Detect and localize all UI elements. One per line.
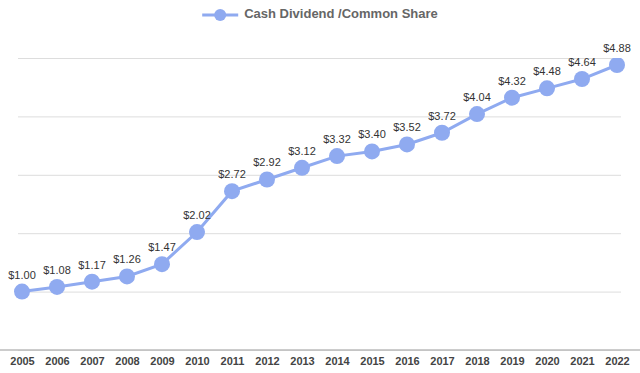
data-label: $1.00 [8,269,36,281]
x-tick-label: 2007 [80,355,104,367]
marker [189,224,205,240]
y-tick [18,292,621,293]
marker [119,268,135,284]
data-label: $1.08 [43,264,71,276]
marker [14,284,30,300]
data-label: $4.04 [463,91,491,103]
marker [224,183,240,199]
x-tick: 2008 [115,355,139,367]
marker [399,136,415,152]
x-tick: 2005 [10,355,34,367]
data-labels: $1.00 $1.08 $1.17 $1.26 $1.47 $2.02 $2.72 $2.92… [8,42,631,281]
legend: Cash Dividend /Common Share [202,6,438,21]
y-tick [18,58,621,59]
x-tick: 2014 [325,355,350,367]
y-tick [18,175,621,176]
marker [574,71,590,87]
x-tick: 2017 [430,355,454,367]
x-tick-label: 2011 [221,355,245,367]
legend-marker [214,9,226,21]
x-tick-label: 2021 [570,355,594,367]
grid-line [18,58,621,59]
x-tick: 2010 [185,355,209,367]
x-tick-label: 2014 [325,355,350,367]
marker [294,160,310,176]
x-tick: 2019 [500,355,524,367]
data-label: $4.64 [568,56,596,68]
marker [434,125,450,141]
x-tick: 2020 [535,355,559,367]
x-tick: 2009 [150,355,174,367]
marker [504,90,520,106]
grid-line [18,292,621,293]
x-tick: 2007 [80,355,104,367]
marker [84,274,100,290]
data-label: $2.92 [253,156,281,168]
x-tick-label: 2005 [10,355,34,367]
y-tick [18,233,621,234]
x-tick: 2021 [570,355,594,367]
data-label: $3.12 [288,145,316,157]
y-tick [18,116,621,117]
x-tick: 2022 [605,355,629,367]
x-tick-label: 2017 [430,355,454,367]
marker [539,80,555,96]
x-tick-label: 2013 [290,355,314,367]
x-tick-label: 2019 [500,355,524,367]
data-label: $1.47 [148,241,176,253]
x-tick-label: 2020 [535,355,559,367]
data-label: $4.32 [498,75,526,87]
x-tick: 2006 [45,355,69,367]
x-tick-label: 2018 [465,355,489,367]
grid-line [18,116,621,117]
x-tick: 2012 [255,355,279,367]
data-label: $3.72 [428,110,456,122]
grid-line [18,233,621,234]
marker [609,58,625,73]
data-label: $1.17 [78,259,106,271]
x-axis-line [0,349,640,351]
x-tick: 2016 [395,355,419,367]
data-label: $3.32 [323,133,351,145]
marker [364,143,380,159]
data-label: $4.48 [533,65,561,77]
y-grid [18,59,621,351]
data-label: $3.40 [358,128,386,140]
x-tick-label: 2012 [255,355,279,367]
grid-line [18,175,621,176]
x-axis: 2005 2006 2007 2008 2009 2010 2011 2012 2013 2014… [0,350,640,367]
data-label: $4.88 [603,42,631,54]
legend-label: Cash Dividend /Common Share [244,6,438,21]
x-tick: 2013 [290,355,314,367]
x-tick-label: 2015 [360,355,384,367]
marker [49,279,65,295]
x-tick: 2018 [465,355,489,367]
plot-area [14,58,625,300]
data-label: $2.72 [218,168,246,180]
marker [154,256,170,272]
x-tick: 2015 [360,355,384,367]
x-tick-label: 2006 [45,355,69,367]
x-tick-label: 2022 [605,355,629,367]
series-line [22,65,617,292]
marker [469,106,485,122]
data-label: $1.26 [113,253,141,265]
x-tick-label: 2008 [115,355,139,367]
x-tick-label: 2016 [395,355,419,367]
data-label: $2.02 [183,209,211,221]
x-tick-label: 2010 [185,355,209,367]
x-tick-label: 2009 [150,355,174,367]
x-tick: 2011 [221,355,245,367]
marker [329,148,345,164]
marker [259,171,275,187]
data-label: $3.52 [393,121,421,133]
